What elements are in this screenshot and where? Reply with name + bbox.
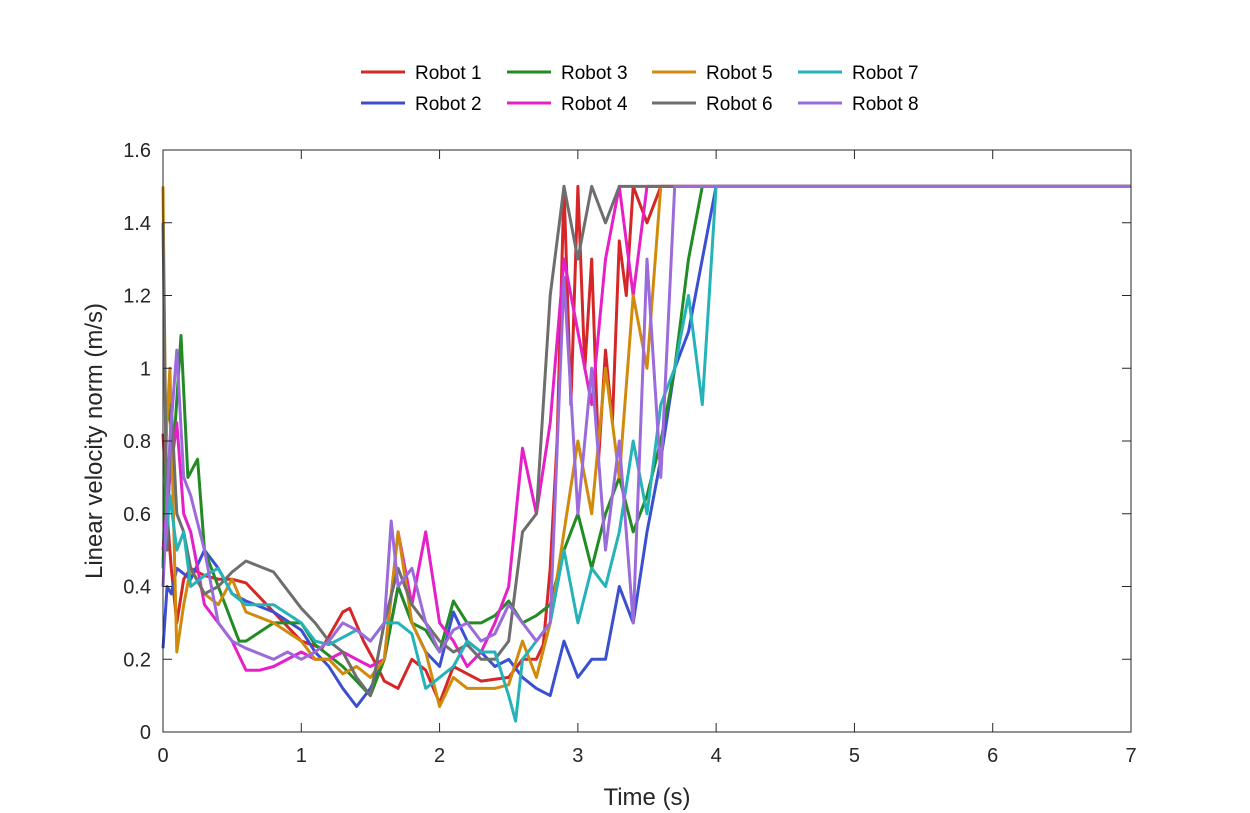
series-line-robot-7	[161, 184, 1131, 723]
y-tick-label: 0.4	[123, 577, 151, 599]
legend-label-robot-1: Robot 1	[415, 63, 482, 84]
series-line-robot-6	[161, 184, 1131, 698]
y-tick-label: 1.6	[123, 140, 151, 162]
x-tick-label: 6	[987, 745, 998, 767]
y-tick-label: 1.4	[123, 213, 151, 235]
x-tick-label: 2	[434, 745, 445, 767]
x-tick-label: 1	[296, 745, 307, 767]
legend-label-robot-4: Robot 4	[561, 94, 628, 115]
legend-label-robot-2: Robot 2	[415, 94, 482, 115]
x-tick-label: 5	[849, 745, 860, 767]
legend-label-robot-8: Robot 8	[852, 94, 919, 115]
x-tick-label: 4	[711, 745, 722, 767]
y-tick-label: 0.6	[123, 504, 151, 526]
x-tick-label: 7	[1125, 745, 1136, 767]
ticks-layer: 0 1 2 3 4 5 6 7 0 0.2 0.4 0.6 0.8 1 1.2 1.4 1.6	[123, 140, 1136, 767]
y-tick-label: 0.2	[123, 649, 151, 671]
y-tick-label: 1	[140, 358, 151, 380]
x-tick-label: 3	[572, 745, 583, 767]
legend-label-robot-3: Robot 3	[561, 63, 628, 84]
x-axis-label: Time (s)	[603, 784, 690, 811]
legend-label-robot-7: Robot 7	[852, 63, 919, 84]
legend: Robot 1 Robot 2 Robot 3 Robot 4 Robot 5 Robot…	[361, 63, 919, 115]
y-axis-label: Linear velocity norm (m/s)	[81, 303, 108, 579]
y-tick-label: 1.2	[123, 286, 151, 308]
series-line-robot-8	[161, 184, 1131, 661]
legend-label-robot-6: Robot 6	[706, 94, 773, 115]
y-tick-label: 0	[140, 722, 151, 744]
y-tick-label: 0.8	[123, 431, 151, 453]
legend-label-robot-5: Robot 5	[706, 63, 773, 84]
x-tick-label: 0	[157, 745, 168, 767]
series-layer	[161, 184, 1131, 723]
